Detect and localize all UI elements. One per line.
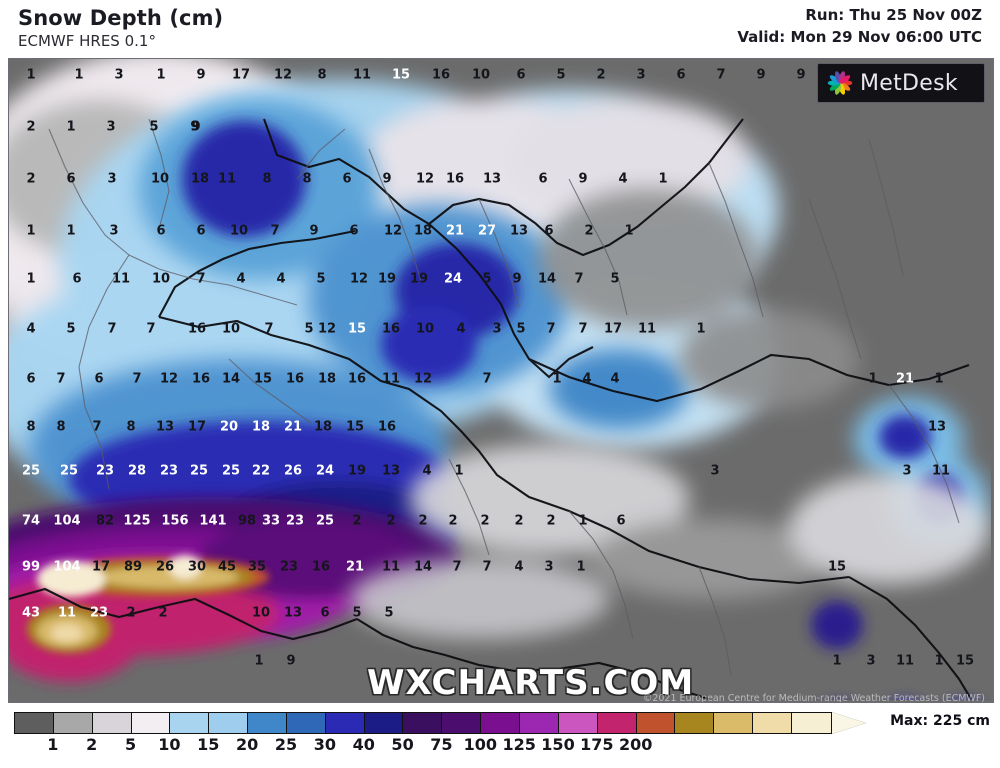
colorbar-legend: 1 2 5 10 15 20 25 30 40 50 75 100 125 150 175 200 Max: … <box>0 703 1000 768</box>
regional-boundaries <box>48 118 960 676</box>
colorbar-segment <box>753 713 792 733</box>
colorbar-segment <box>53 713 93 733</box>
wxcharts-watermark: WXCHARTS.COM <box>367 663 695 703</box>
colorbar-tick-labels: 1 2 5 10 15 20 25 30 40 50 75 100 125 150 175 200 <box>0 735 1000 759</box>
snow-depth-field <box>9 59 989 700</box>
colorbar-segment <box>403 713 443 733</box>
colorbar-tick: 20 <box>236 735 259 754</box>
colorbar-tick: 2 <box>86 735 98 754</box>
colorbar-segment <box>364 713 404 733</box>
valid-timestamp: Valid: Mon 29 Nov 06:00 UTC <box>737 28 982 46</box>
colorbar-tick: 75 <box>430 735 453 754</box>
max-value-label: Max: 225 cm <box>890 713 990 729</box>
colorbar-tick: 30 <box>313 735 336 754</box>
colorbar-segment <box>597 713 637 733</box>
colorbar-tick: 1 <box>47 735 59 754</box>
colorbar-tick: 10 <box>158 735 181 754</box>
colorbar-segment <box>519 713 559 733</box>
metdesk-logo-text: MetDesk <box>860 70 958 96</box>
colorbar-segment <box>15 713 54 733</box>
colorbar-tick: 5 <box>124 735 137 754</box>
colorbar-segment <box>442 713 482 733</box>
colorbar-tick: 40 <box>352 735 375 754</box>
colorbar-tick: 175 <box>580 735 614 754</box>
colorbar-segment <box>325 713 365 733</box>
model-subtitle: ECMWF HRES 0.1° <box>18 32 156 50</box>
run-timestamp: Run: Thu 25 Nov 00Z <box>805 6 982 24</box>
colorbar-tick: 150 <box>541 735 575 754</box>
colorbar-segment <box>170 713 210 733</box>
colorbar-segment <box>675 713 715 733</box>
weather-map[interactable]: 1131917128111516106523679952135999992631… <box>8 58 994 703</box>
colorbar-segment <box>248 713 287 733</box>
colorbar-tick: 50 <box>391 735 414 754</box>
colorbar-segment <box>286 713 326 733</box>
colorbar-tick: 125 <box>502 735 536 754</box>
chart-header: Snow Depth (cm) ECMWF HRES 0.1° Run: Thu… <box>0 0 1000 58</box>
colorbar-segment <box>209 713 249 733</box>
colorbar-overflow-arrow <box>832 712 866 734</box>
colorbar-gradient[interactable] <box>14 712 832 734</box>
country-borders <box>9 118 972 700</box>
colorbar-segment <box>558 713 598 733</box>
colorbar-segment <box>636 713 676 733</box>
colorbar-tick: 100 <box>463 735 497 754</box>
colorbar-segment <box>714 713 754 733</box>
pinwheel-icon <box>827 71 853 95</box>
colorbar-tick: 15 <box>197 735 220 754</box>
colorbar-segment <box>481 713 520 733</box>
page-title: Snow Depth (cm) <box>18 6 224 30</box>
colorbar-tick: 25 <box>274 735 298 754</box>
ecmwf-attribution: ©2021 European Centre for Medium-range W… <box>642 693 985 703</box>
colorbar-tick: 200 <box>619 735 653 754</box>
map-canvas: 1131917128111516106523679952135999992631… <box>9 59 991 703</box>
colorbar-segment <box>92 713 132 733</box>
metdesk-logo[interactable]: MetDesk <box>817 63 985 103</box>
colorbar-segment <box>131 713 171 733</box>
colorbar-segment <box>791 713 831 733</box>
